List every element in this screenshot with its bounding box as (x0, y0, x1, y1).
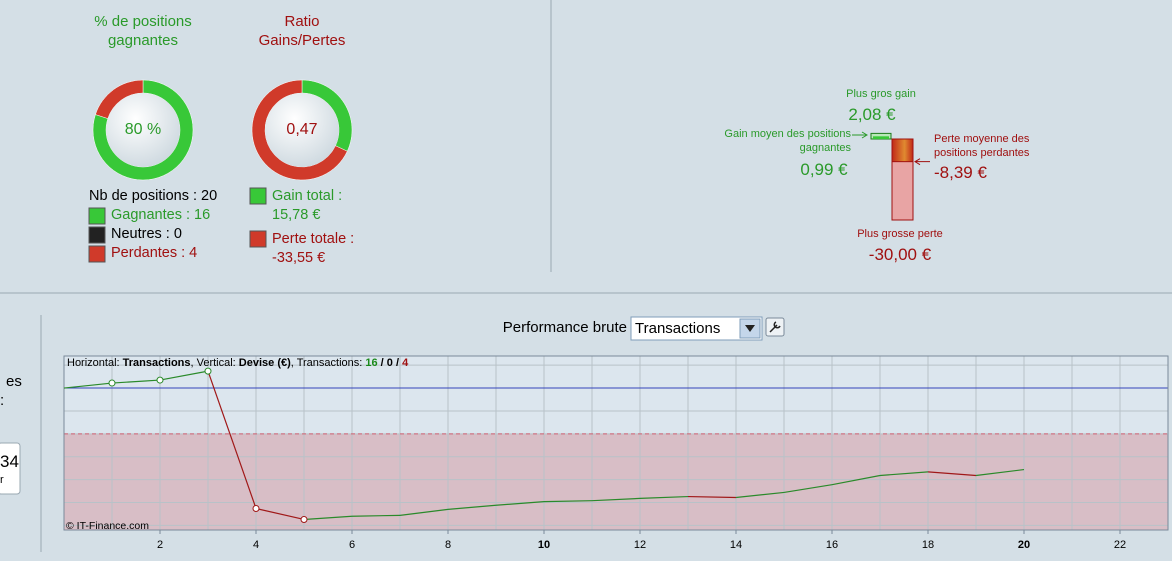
chart-info: Horizontal: Transactions, Vertical: Devi… (67, 357, 408, 369)
line-segment (639, 495, 689, 500)
plot-border (63, 355, 1169, 531)
side-text: es (6, 373, 22, 390)
max-loss-value: -30,00 € (868, 245, 932, 264)
line-segment (495, 501, 545, 506)
x-tick-label: 14 (730, 539, 742, 551)
legend-swatch (88, 226, 106, 244)
line-segment (543, 500, 593, 503)
line-chart: 2 4 6 8 10 12 14 16 18 20 22 (63, 355, 1169, 551)
total-label: Gain total : (272, 188, 343, 204)
info-text: 0 (386, 357, 393, 369)
total-value: -33,55 € (272, 250, 326, 266)
max-loss-label: Plus grosse perte (857, 228, 943, 240)
x-tick-label: 2 (157, 539, 163, 551)
point-marker (204, 367, 212, 375)
x-tick-label: 6 (349, 539, 355, 551)
avg-gain-bar (873, 136, 889, 139)
avg-loss-bar (891, 138, 914, 163)
info-text: Transactions (122, 357, 191, 369)
donut-title: Ratio Gains/Pertes (258, 13, 346, 49)
x-tick-label: 20 (1018, 539, 1030, 551)
position-item: Neutres : 0 (111, 226, 182, 242)
x-tick-label: 4 (253, 539, 259, 551)
shade-zone (64, 433, 1168, 530)
x-tick-label: 18 (922, 539, 934, 551)
info-text: Horizontal: (67, 357, 123, 369)
donut-center-label: 80 % (125, 121, 161, 138)
info-text: , Transactions: (290, 357, 366, 369)
line-segment (831, 474, 881, 486)
donut-center (106, 93, 180, 167)
line-segment (975, 468, 1025, 477)
x-tick-label: 8 (445, 539, 451, 551)
dropdown-arrow (745, 325, 755, 332)
x-tick-label: 10 (538, 539, 550, 551)
positions-count: Nb de positions : 20 (89, 188, 218, 204)
wrench-icon (769, 321, 781, 333)
line-segment (735, 491, 785, 499)
line-segment (207, 370, 257, 509)
donut-title: % de positions gagnantes (94, 13, 192, 49)
side-text: r (0, 474, 4, 486)
position-item: Perdantes : 4 (111, 245, 198, 261)
line-segment (879, 471, 929, 477)
avg-loss-label: Perte moyenne des positions perdantes (934, 133, 1030, 159)
side-text: : (0, 392, 5, 409)
side-value: 34 (0, 452, 19, 471)
point-marker (156, 376, 164, 384)
select-box[interactable] (630, 316, 763, 341)
x-tick-label: 16 (826, 539, 838, 551)
max-gain-value: 2,08 € (848, 105, 896, 124)
performance-label: Performance brute (502, 319, 627, 336)
info-text: Devise (€) (238, 357, 291, 369)
arrow (914, 158, 930, 166)
line-segment (783, 484, 833, 494)
info-text: 4 (402, 357, 409, 369)
donut-center-label: 0,47 (286, 121, 317, 138)
info-text: 16 (365, 357, 378, 369)
avg-gain-value: 0,99 € (800, 160, 848, 179)
line-segment (63, 382, 113, 389)
avg-loss-value: -8,39 € (934, 163, 987, 182)
total-label: Perte totale : (272, 231, 355, 247)
copyright: © IT-Finance.com (66, 520, 150, 532)
legend-swatch (249, 187, 267, 205)
line-segment (303, 515, 353, 521)
point-marker (300, 515, 308, 523)
side-box (0, 442, 21, 495)
point-marker (108, 379, 116, 387)
line-segment (159, 370, 209, 381)
line-segment (399, 508, 449, 516)
x-tick-label: 22 (1114, 539, 1126, 551)
line-segment (927, 471, 977, 477)
point-marker (252, 504, 260, 512)
avg-gain-label: Gain moyen des positions gagnantes (724, 128, 851, 154)
line-segment (111, 379, 161, 384)
line-segment (351, 514, 401, 517)
line-segment (447, 504, 497, 510)
line-segment (687, 495, 737, 499)
arrow (852, 131, 868, 139)
total-value: 15,78 € (272, 207, 321, 223)
legend-swatch (88, 245, 106, 263)
line-segment (255, 507, 305, 521)
line-segment (591, 497, 641, 502)
select-value[interactable]: Transactions (635, 320, 721, 337)
info-text: , Vertical: (190, 357, 239, 369)
donut-center (265, 93, 339, 167)
info-text: / (392, 357, 403, 369)
legend-swatch (88, 207, 106, 225)
legend-swatch (249, 230, 267, 248)
x-tick-label: 12 (634, 539, 646, 551)
max-gain-label: Plus gros gain (846, 88, 916, 100)
info-text: / (377, 357, 387, 369)
position-item: Gagnantes : 16 (111, 207, 211, 223)
